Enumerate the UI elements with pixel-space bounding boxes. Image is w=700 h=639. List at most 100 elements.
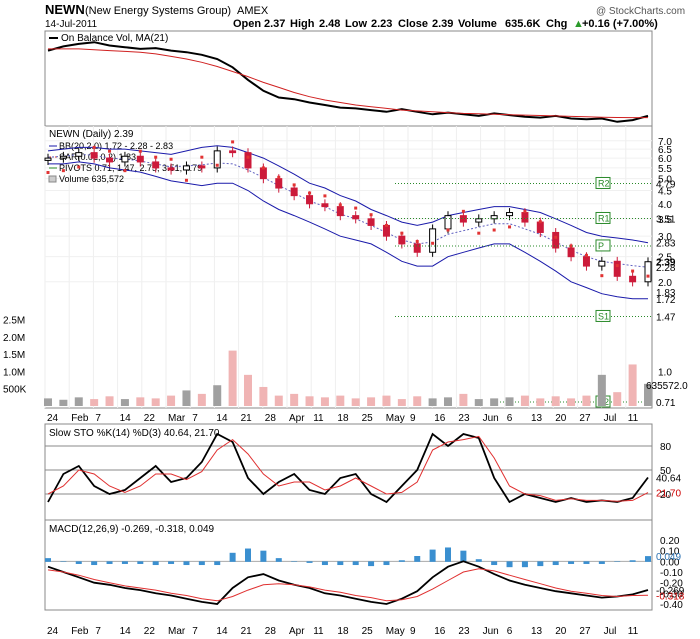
volume-bar — [597, 374, 606, 406]
sar-point — [308, 191, 312, 195]
volume-bar — [397, 399, 406, 406]
x-tick-top: 14 — [120, 413, 132, 424]
price-right-label: 1.72 — [656, 295, 676, 306]
x-tick-bottom: 11 — [628, 626, 639, 637]
sto-right-label: 21.70 — [656, 489, 681, 500]
candle-body — [106, 157, 114, 163]
volume-bar — [228, 350, 237, 406]
x-tick-bottom: 23 — [458, 626, 470, 637]
sar-point — [154, 155, 158, 159]
sar-point — [215, 163, 219, 167]
macd-hist-bar — [368, 561, 375, 567]
macd-hist-bar — [137, 561, 144, 564]
x-tick-bottom: 6 — [507, 626, 513, 637]
sar-point — [354, 206, 358, 210]
candle-body — [290, 187, 298, 197]
x-tick-top: 13 — [531, 413, 543, 424]
macd-hist-bar — [260, 550, 267, 562]
volume-right-tick: 1.0 — [658, 367, 672, 378]
candle-body — [598, 260, 606, 267]
candle-body — [136, 155, 144, 163]
x-tick-bottom: 11 — [313, 626, 324, 637]
x-tick-bottom: Feb — [71, 626, 89, 637]
sto-y-tick: 20 — [660, 490, 672, 501]
candle-body — [244, 152, 252, 169]
price-right-label: 2.83 — [656, 239, 676, 250]
volume-bar — [520, 395, 529, 406]
macd-hist-bar — [352, 561, 359, 566]
sar-point — [369, 213, 373, 217]
volume-last-label: 635572.0 — [646, 381, 688, 392]
volume-bar — [320, 397, 329, 406]
candle-body — [613, 260, 621, 277]
volume-bar — [444, 397, 452, 406]
sar-point — [123, 169, 127, 173]
legend-bb: BB(20,2.0) 1.72 - 2.28 - 2.83 — [59, 141, 173, 151]
macd-right-label: 0.049 — [656, 552, 681, 563]
price-y-tick: 3.0 — [658, 232, 672, 243]
macd-right-label: -0.318 — [656, 591, 685, 602]
pivot-label: R1 — [598, 213, 610, 223]
candle-body — [459, 215, 467, 223]
x-tick-bottom: 25 — [362, 626, 374, 637]
x-tick-top: 11 — [313, 413, 324, 424]
candle-body — [121, 155, 129, 163]
volume-bar — [244, 374, 252, 406]
sar-point — [400, 231, 404, 235]
grid-lines — [44, 126, 652, 562]
obv-legend-text: On Balance Vol, MA(21) — [61, 33, 168, 44]
ohlc-summary: Open 2.37 High 2.48 Low 2.23 Close 2.39 … — [233, 18, 658, 30]
volume-bar — [290, 393, 299, 406]
copyright-label: @ StockCharts.com — [596, 6, 685, 17]
macd-y-tick: 0.20 — [660, 536, 680, 547]
sto-y-tick: 80 — [660, 442, 672, 453]
macd-hist-bar — [60, 561, 67, 562]
price-y-tick: 2.5 — [658, 253, 672, 264]
volume-bar — [59, 399, 68, 406]
volume-bar — [582, 395, 591, 406]
sto-k-line — [47, 432, 649, 504]
macd-hist-bar — [598, 561, 605, 564]
price-y-tick: 2.0 — [658, 278, 672, 289]
x-tick-bottom: 18 — [337, 626, 349, 637]
candle-body — [552, 231, 560, 249]
macd-panel — [44, 519, 653, 611]
candle-body — [382, 224, 390, 237]
price-right-label: 2.39 — [656, 258, 676, 269]
candle-body — [198, 165, 206, 169]
sar-point — [92, 145, 96, 149]
sar-point — [477, 231, 481, 235]
candle-body — [75, 152, 83, 157]
volume-bar — [474, 399, 483, 406]
x-tick-bottom: 7 — [95, 626, 101, 637]
x-tick-bottom: Jun — [483, 626, 499, 637]
x-tick-bottom: 27 — [579, 626, 591, 637]
sar-point — [523, 209, 527, 213]
candle-body — [275, 178, 283, 189]
x-tick-top: Jul — [604, 413, 617, 424]
volume-value: 635.6K — [505, 18, 541, 30]
legend-pivots: PIVOTS 0.71, 1.47, 2.75, 3.51, 4.79 — [59, 163, 202, 173]
volume-y-tick: 2.0M — [3, 333, 25, 344]
x-tick-top: 27 — [579, 413, 591, 424]
x-tick-bottom: 7 — [192, 626, 198, 637]
price-right-label: 4.79 — [656, 179, 676, 190]
macd-right-label: -0.269 — [656, 586, 685, 597]
sar-point — [246, 155, 250, 159]
candle-body — [44, 157, 52, 161]
bb-middle-line — [47, 153, 649, 268]
x-tick-bottom: 16 — [434, 626, 446, 637]
sar-point — [492, 228, 496, 232]
x-tick-top: 7 — [95, 413, 101, 424]
sar-point — [138, 149, 142, 153]
volume-bar — [536, 398, 545, 406]
candle-body — [229, 150, 237, 154]
volume-bar — [351, 398, 360, 406]
obv-legend: On Balance Vol, MA(21) — [49, 33, 168, 44]
sar-point — [600, 274, 604, 278]
macd-y-tick: 0.10 — [660, 547, 680, 558]
candle-body — [167, 167, 175, 171]
low-value: 2.23 — [371, 18, 392, 30]
x-tick-top: 24 — [47, 413, 59, 424]
axis-labels: 24 24 Feb Feb 7 7 14 14 22 22 Mar Mar 7 7 14 14 21 21 28 28… — [3, 137, 688, 637]
